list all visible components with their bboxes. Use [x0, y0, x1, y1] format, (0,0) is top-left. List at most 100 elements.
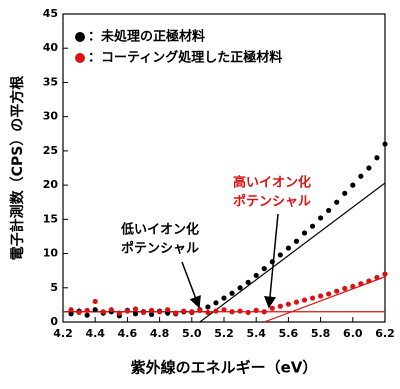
point — [245, 279, 251, 285]
point — [221, 295, 227, 301]
legend-label: ：未処理の正極材料 — [88, 29, 205, 45]
point — [140, 309, 147, 316]
point — [326, 291, 332, 297]
point — [326, 207, 332, 214]
point — [374, 274, 380, 281]
point — [293, 238, 300, 244]
point — [132, 306, 139, 312]
arrow — [181, 261, 201, 309]
point — [132, 311, 139, 317]
point — [309, 295, 316, 301]
legend-marker — [75, 53, 85, 63]
x-tick-label: 5.8 — [311, 327, 331, 340]
point — [124, 308, 130, 314]
point — [309, 223, 316, 229]
point — [237, 308, 243, 314]
point — [148, 307, 155, 313]
point — [237, 285, 243, 291]
annotation: 低いイオン化 — [120, 222, 199, 238]
point — [197, 307, 203, 313]
point — [173, 310, 179, 316]
point — [285, 245, 291, 251]
x-tick-label: 4.6 — [118, 327, 138, 340]
x-tick-label: 6.0 — [343, 327, 363, 340]
y-tick-label: 5 — [50, 281, 58, 294]
point — [165, 307, 171, 313]
x-tick-label: 5.0 — [182, 327, 202, 340]
point — [350, 283, 356, 290]
point — [382, 141, 388, 147]
annotation: ポテンシャル — [233, 194, 311, 210]
point — [253, 272, 259, 279]
point — [92, 298, 98, 305]
point — [277, 252, 283, 258]
point — [366, 165, 372, 171]
y-tick-label: 35 — [43, 75, 58, 88]
x-tick-label: 5.2 — [214, 327, 234, 340]
point — [189, 309, 195, 315]
y-tick-label: 10 — [43, 247, 59, 260]
point — [293, 299, 300, 305]
y-tick-label: 40 — [43, 41, 59, 54]
point — [374, 155, 380, 161]
point — [84, 312, 90, 318]
point — [221, 307, 227, 313]
x-tick-label: 4.2 — [53, 327, 73, 340]
point — [157, 309, 163, 315]
point — [366, 278, 372, 284]
point — [350, 182, 356, 188]
y-tick-label: 30 — [43, 110, 59, 123]
point — [342, 285, 348, 292]
x-axis-label: 紫外線のエネルギー（eV） — [131, 359, 318, 377]
point — [181, 308, 187, 314]
point — [285, 301, 291, 307]
point — [301, 297, 308, 303]
point — [253, 307, 259, 313]
x-tick-label: 6.2 — [375, 327, 395, 340]
point — [261, 309, 267, 315]
point — [229, 290, 235, 296]
point — [84, 307, 90, 313]
point — [68, 307, 74, 313]
point — [205, 309, 211, 316]
point — [245, 309, 251, 316]
point — [100, 309, 106, 315]
point — [334, 288, 340, 294]
point — [269, 259, 275, 265]
y-tick-label: 45 — [43, 7, 58, 20]
y-axis-label: 電子計測数（CPS）の平方根 — [9, 75, 26, 261]
y-tick-label: 15 — [43, 212, 58, 225]
point — [68, 311, 74, 317]
x-tick-label: 5.4 — [246, 327, 266, 340]
point — [318, 215, 324, 221]
point — [148, 311, 155, 318]
fit-line — [199, 182, 386, 323]
legend-label: ：コーティング処理した正極材料 — [88, 50, 282, 66]
point — [358, 173, 364, 179]
point — [116, 310, 122, 316]
x-tick-label: 4.8 — [150, 327, 170, 340]
point — [301, 230, 308, 236]
fit-line — [264, 276, 386, 323]
point — [261, 266, 267, 272]
point — [229, 309, 235, 315]
x-tick-label: 4.4 — [85, 327, 105, 340]
point — [205, 304, 211, 310]
annotation: ポテンシャル — [121, 241, 199, 257]
point — [318, 293, 324, 299]
legend-marker — [75, 32, 85, 42]
y-tick-label: 0 — [50, 315, 58, 328]
point — [213, 308, 219, 314]
point — [358, 281, 364, 287]
point — [108, 307, 114, 313]
y-tick-label: 25 — [43, 144, 58, 157]
point — [334, 199, 340, 205]
y-tick-label: 20 — [43, 178, 59, 191]
point — [269, 305, 275, 311]
point — [213, 300, 219, 306]
point — [92, 307, 98, 313]
annotation: 高いイオン化 — [233, 175, 311, 191]
point — [382, 271, 388, 277]
point — [277, 303, 283, 309]
